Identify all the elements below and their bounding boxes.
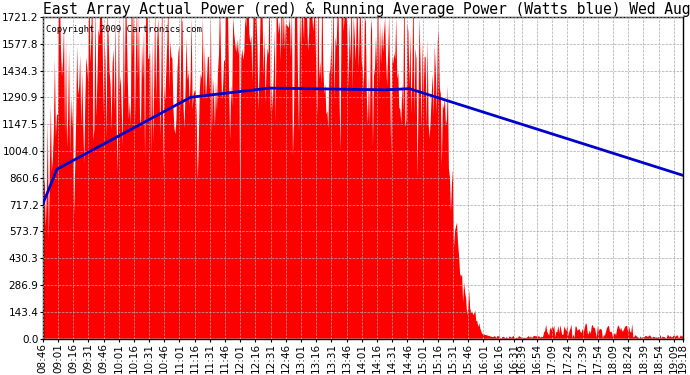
Text: East Array Actual Power (red) & Running Average Power (Watts blue) Wed Aug 19 19: East Array Actual Power (red) & Running … (43, 2, 690, 17)
Text: Copyright 2009 Cartronics.com: Copyright 2009 Cartronics.com (46, 25, 202, 34)
